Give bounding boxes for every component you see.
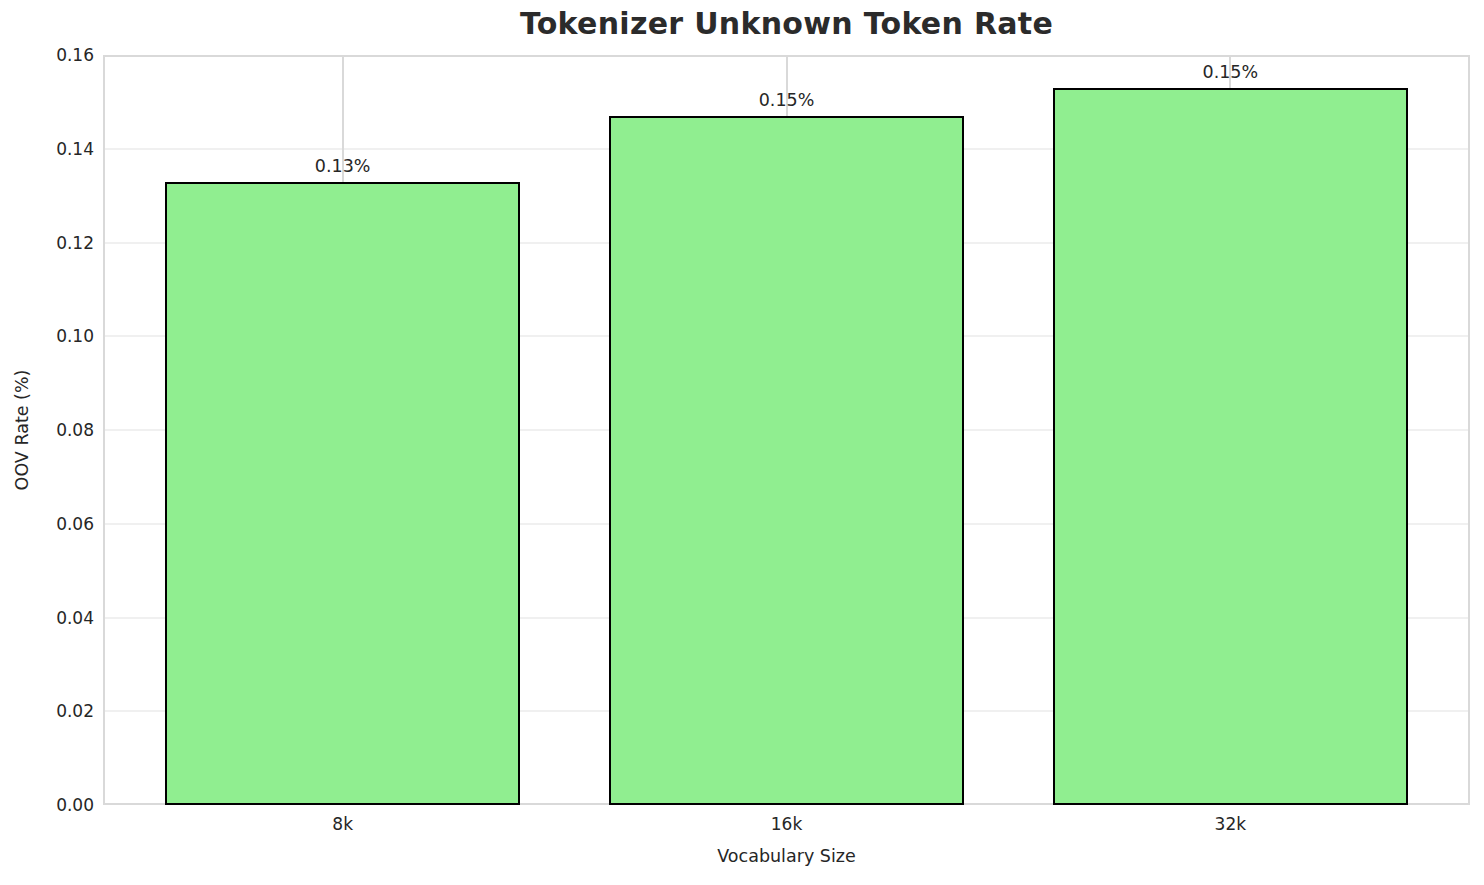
y-tick-label: 0.10 (24, 324, 94, 348)
bar (609, 116, 964, 805)
bar-value-label: 0.15% (1150, 61, 1310, 83)
x-tick-label: 8k (263, 812, 423, 836)
y-tick-label: 0.14 (24, 137, 94, 161)
bar (1053, 88, 1408, 805)
y-tick-label: 0.02 (24, 699, 94, 723)
chart-title: Tokenizer Unknown Token Rate (103, 6, 1470, 41)
x-tick-label: 16k (707, 812, 867, 836)
y-tick-label: 0.08 (24, 418, 94, 442)
y-tick-label: 0.00 (24, 793, 94, 817)
y-tick-label: 0.06 (24, 512, 94, 536)
bar-value-label: 0.13% (263, 155, 423, 177)
bar (165, 182, 520, 805)
bar-value-label: 0.15% (707, 89, 867, 111)
x-tick-label: 32k (1150, 812, 1310, 836)
x-axis-label: Vocabulary Size (103, 846, 1470, 866)
chart-root: Tokenizer Unknown Token Rate OOV Rate (%… (0, 0, 1484, 885)
y-tick-label: 0.12 (24, 231, 94, 255)
y-tick-label: 0.04 (24, 606, 94, 630)
y-tick-label: 0.16 (24, 43, 94, 67)
